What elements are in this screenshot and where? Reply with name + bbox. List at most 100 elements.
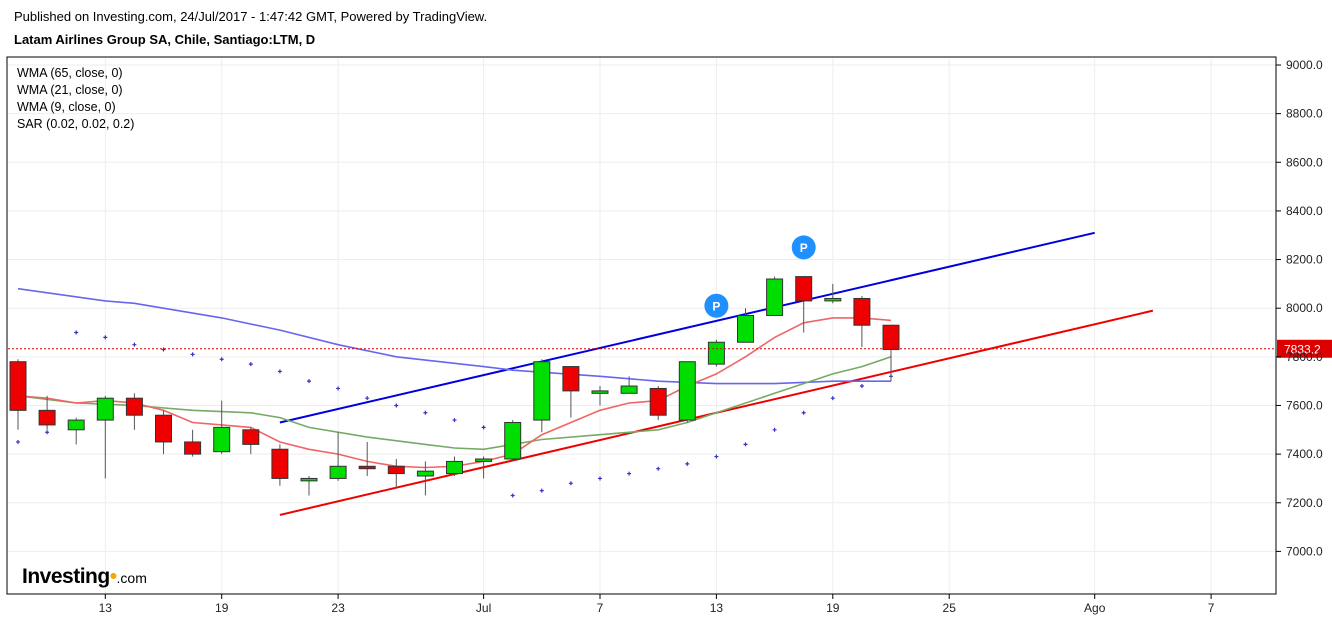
candle-body — [620, 385, 638, 394]
candle-body — [38, 409, 56, 426]
pivot-marker — [791, 235, 816, 260]
y-tick-label: 7800.0 — [1286, 350, 1323, 364]
candle-body — [678, 361, 696, 421]
logo-wordmark: Investing — [22, 565, 110, 588]
sar-dot — [830, 396, 835, 401]
x-tick-label: 23 — [331, 601, 345, 615]
sar-dot — [423, 410, 428, 415]
sar-dot — [45, 430, 50, 435]
y-tick-label: 8000.0 — [1286, 301, 1323, 315]
legend-wma9: WMA (9, close, 0) — [17, 100, 116, 114]
sar-dot — [859, 384, 864, 389]
candle-body — [387, 465, 405, 475]
y-tick-label: 8400.0 — [1286, 204, 1323, 218]
instrument-title: Latam Airlines Group SA, Chile, Santiago… — [14, 32, 316, 47]
candle-body — [9, 361, 27, 411]
legend-wma65: WMA (65, close, 0) — [17, 66, 123, 80]
candle-body — [504, 422, 522, 460]
last-price: 7833.2 — [8, 339, 1332, 358]
sar-dot — [801, 410, 806, 415]
sar-dot — [627, 471, 632, 476]
legend-wma21: WMA (21, close, 0) — [17, 83, 123, 97]
candle-body — [329, 465, 347, 479]
candle-body — [300, 477, 318, 482]
pivot-marker — [704, 293, 729, 318]
candle-body — [184, 441, 202, 455]
sar-dot — [132, 342, 137, 347]
candle-body — [562, 366, 580, 392]
legend-sar: SAR (0.02, 0.02, 0.2) — [17, 117, 135, 131]
wma65-line — [17, 287, 891, 385]
sar-dot — [772, 427, 777, 432]
x-tick-label: 19 — [826, 601, 840, 615]
y-tick-label: 8200.0 — [1286, 253, 1323, 267]
sar-dot — [481, 425, 486, 430]
sar-dot — [16, 439, 20, 444]
sar-dot — [743, 442, 748, 447]
x-tick-label: Ago — [1084, 601, 1106, 615]
sar-dot — [336, 386, 341, 391]
sar-dots — [16, 330, 893, 498]
candle-body — [795, 276, 813, 302]
candle-body — [96, 397, 114, 421]
investing-logo: Investing•.com — [22, 565, 147, 588]
y-tick-label: 7200.0 — [1286, 496, 1323, 510]
candle-body — [271, 448, 289, 479]
candle-body — [155, 414, 172, 443]
y-tick-label: 8800.0 — [1286, 107, 1323, 121]
candle-body — [882, 324, 900, 351]
candle-body — [853, 297, 871, 326]
y-tick-label: 7000.0 — [1286, 544, 1323, 558]
sar-dot — [190, 352, 195, 357]
x-tick-label: Jul — [476, 601, 491, 615]
sar-dot — [714, 454, 719, 459]
sar-dot — [394, 403, 399, 408]
candle-body — [737, 314, 754, 343]
candles — [9, 276, 900, 496]
x-tick-label: 7 — [597, 601, 604, 615]
logo-tld: .com — [116, 570, 147, 586]
x-tick-label: 19 — [215, 601, 229, 615]
x-tick-label: 13 — [710, 601, 724, 615]
sar-dot — [277, 369, 282, 374]
sar-dot — [685, 461, 690, 466]
candle-body — [533, 361, 551, 421]
y-tick-label: 7400.0 — [1286, 447, 1323, 461]
candle-body — [358, 465, 376, 470]
sar-dot — [74, 330, 79, 335]
candle-body — [416, 470, 434, 477]
upper-channel-line — [279, 231, 1095, 424]
candle-body — [446, 460, 463, 475]
candle-body — [707, 341, 725, 365]
candle-body — [766, 278, 784, 316]
y-tick-label: 7600.0 — [1286, 398, 1323, 412]
sar-dot — [510, 493, 515, 498]
wma21-line — [17, 356, 892, 451]
pivot-label: P — [800, 241, 808, 255]
sar-dot — [539, 488, 544, 493]
sar-dot — [452, 418, 457, 423]
sar-dot — [248, 362, 253, 367]
x-tick-label: 25 — [943, 601, 957, 615]
candle-body — [649, 387, 667, 416]
sar-dot — [219, 357, 224, 362]
sar-dot — [598, 476, 602, 481]
last-price-tag — [1277, 339, 1332, 358]
candle-body — [591, 390, 609, 394]
sar-dot — [307, 379, 311, 384]
x-tick-label: 7 — [1208, 601, 1215, 615]
grid — [8, 58, 1275, 593]
published-line: Published on Investing.com, 24/Jul/2017 … — [14, 9, 488, 24]
sar-dot — [103, 335, 108, 340]
candle-body — [824, 297, 842, 302]
candle-body — [213, 426, 231, 453]
candle-body — [242, 429, 260, 445]
wma9-line — [17, 317, 892, 469]
y-axis: 9000.0 8800.0 8600.0 8400.0 8200.0 8000.0 7800… — [1276, 58, 1323, 558]
pivot-markers: PP — [704, 235, 816, 318]
moving-averages — [17, 287, 892, 469]
y-tick-label: 9000.0 — [1286, 58, 1323, 72]
x-tick-label: 13 — [99, 601, 113, 615]
sar-dot — [365, 396, 370, 401]
